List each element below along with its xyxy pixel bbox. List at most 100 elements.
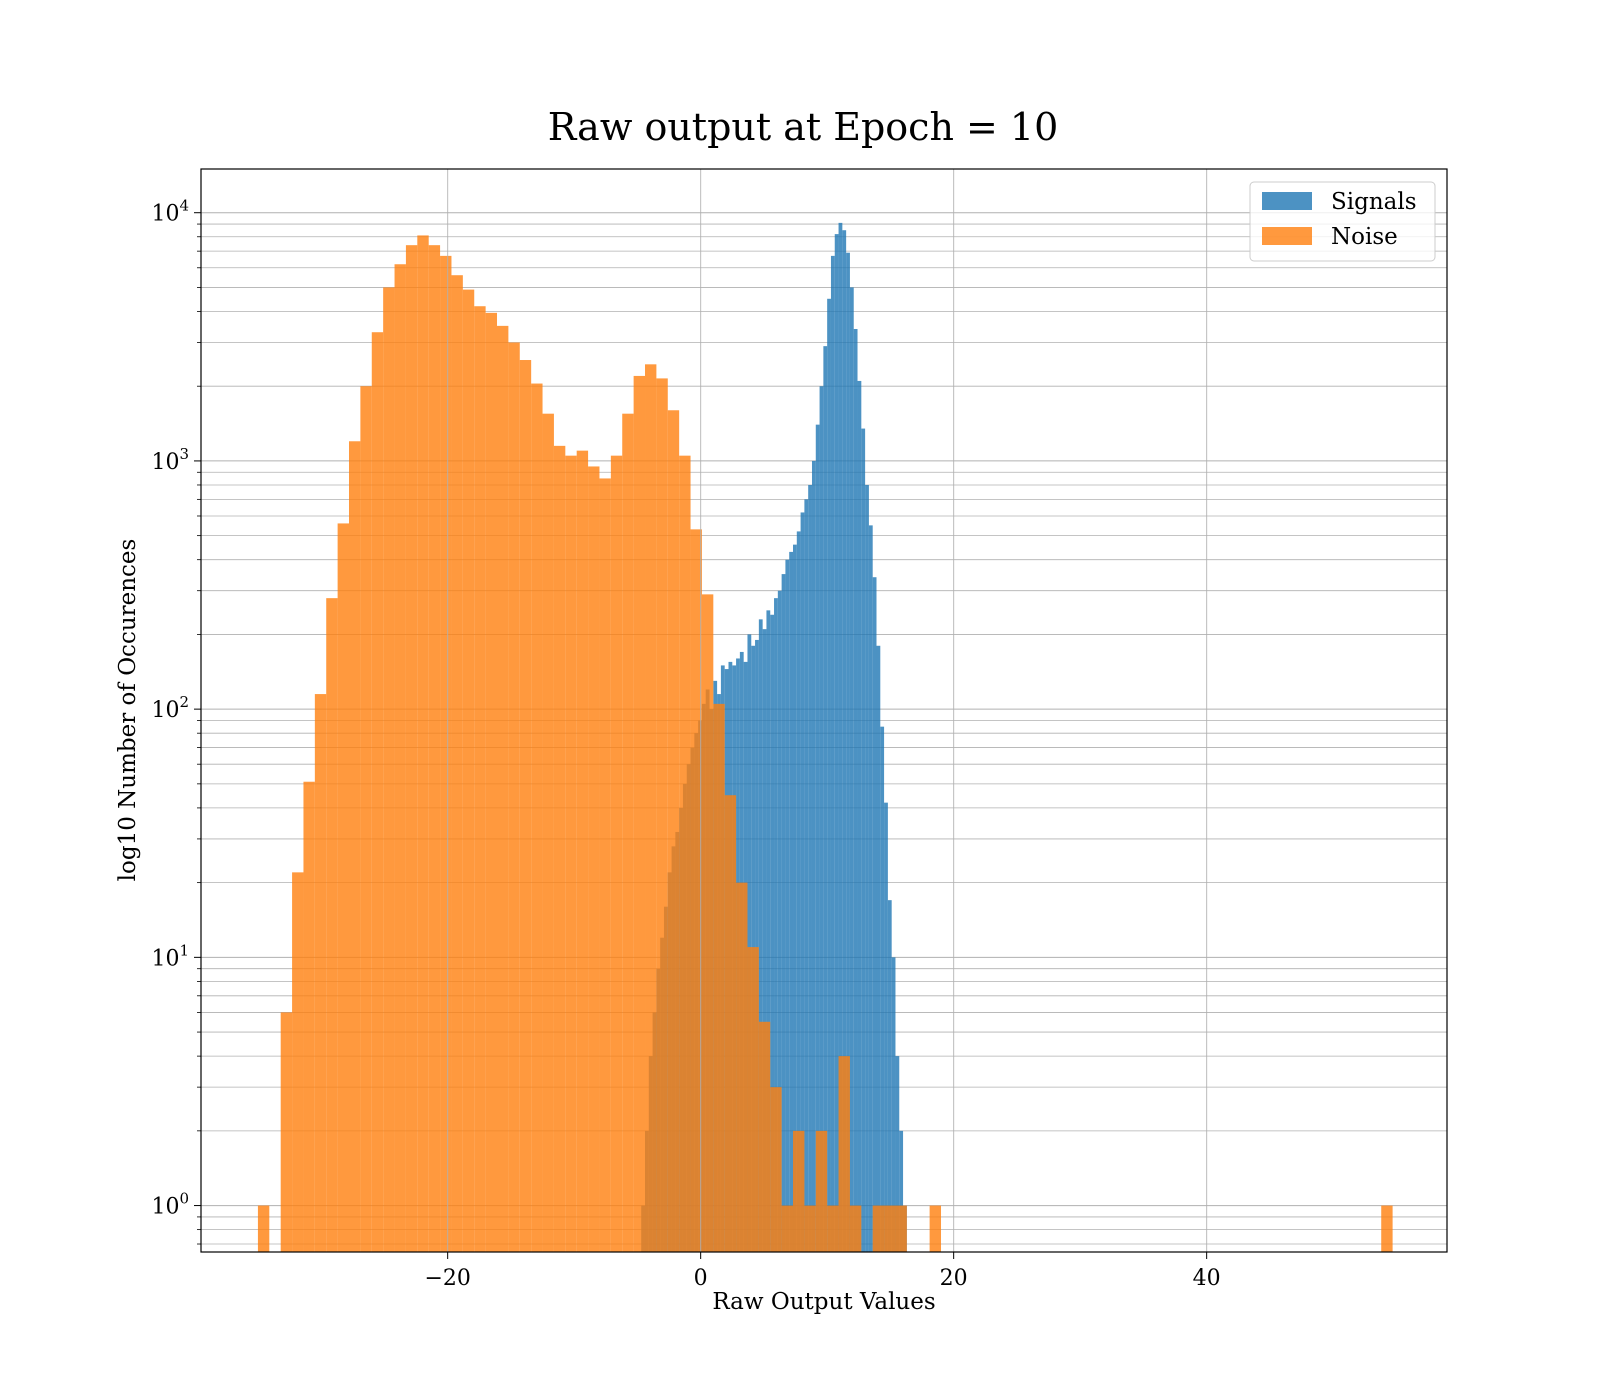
histogram-bar [804, 1205, 816, 1252]
histogram-bar [303, 781, 315, 1252]
histogram-bar [793, 1130, 805, 1252]
vertical-gridlines [447, 169, 1208, 1252]
histogram-bar [599, 478, 611, 1252]
histogram-bar [857, 380, 862, 1252]
histogram-bar [736, 882, 748, 1252]
histogram-bar [713, 703, 725, 1252]
histogram-bar [383, 287, 395, 1252]
histogram-bar [872, 1205, 885, 1252]
histogram-bar [899, 1130, 904, 1252]
histogram-bar [827, 1205, 839, 1252]
x-tick-label: 20 [940, 1266, 968, 1291]
histogram-bar [451, 275, 463, 1252]
histogram-bar [371, 332, 384, 1252]
histogram-bar [755, 639, 759, 1252]
y-axis-label: log10 Number of Occurences [115, 539, 141, 882]
histogram-bar [519, 360, 532, 1252]
histogram-bar [531, 383, 543, 1252]
y-tick-label: 101 [151, 941, 189, 971]
legend-swatch-noise [1262, 227, 1312, 245]
series-noise [257, 235, 1393, 1252]
y-tick-label: 100 [151, 1190, 189, 1220]
histogram-bar [610, 455, 623, 1252]
x-tick-label: 0 [694, 1266, 708, 1291]
histogram-bar [830, 255, 835, 1252]
histogram-bar [405, 245, 418, 1252]
y-tick-label: 102 [151, 693, 189, 723]
histogram-bar [690, 529, 702, 1252]
histogram-bar [793, 544, 797, 1252]
histogram-bar [679, 455, 691, 1252]
histogram-bar [645, 364, 657, 1252]
histogram-bar [872, 577, 877, 1252]
histogram-bar [394, 264, 406, 1252]
histogram-bar [747, 634, 752, 1252]
histogram-bar [895, 1205, 907, 1252]
legend-label-noise: Noise [1331, 224, 1398, 250]
histogram-bar [853, 329, 858, 1252]
histogram-bar [834, 234, 839, 1252]
histogram-bar [565, 455, 577, 1252]
histogram-bar [781, 1205, 794, 1252]
histogram-bar [758, 619, 763, 1252]
histogram-bar [887, 900, 892, 1252]
histogram-bar [849, 1205, 862, 1252]
histogram-bar [884, 802, 888, 1252]
x-tick-label: −20 [424, 1266, 470, 1291]
histogram-bar [257, 1205, 270, 1252]
histogram-bar [701, 594, 714, 1252]
histogram-bar [770, 1087, 782, 1252]
histogram-bar [758, 1021, 771, 1252]
histogram-bar [868, 525, 873, 1252]
histogram-bar [633, 375, 646, 1252]
histogram-bar [785, 559, 790, 1252]
histogram-bar [497, 325, 509, 1252]
histogram-bar [808, 484, 812, 1252]
histogram-bar [576, 450, 589, 1252]
histogram-bars [257, 222, 1393, 1252]
y-tick-label: 103 [151, 445, 189, 475]
histogram-bar [929, 1205, 942, 1252]
histogram-bar [292, 872, 304, 1252]
histogram-bar [876, 645, 881, 1252]
histogram-bar [774, 598, 778, 1252]
histogram-bar [849, 287, 854, 1252]
x-axis-ticks: −20 0 20 40 [424, 1252, 1221, 1291]
histogram-bar [884, 1205, 896, 1252]
histogram-bar [789, 551, 794, 1252]
histogram-bar [891, 957, 896, 1252]
histogram-bar [622, 413, 634, 1252]
legend-label-signals: Signals [1331, 189, 1417, 215]
histogram-bar [796, 531, 801, 1252]
histogram-bar [508, 342, 520, 1252]
histogram-bar [865, 484, 869, 1252]
histogram-bar [349, 441, 361, 1252]
histogram-bar [827, 298, 831, 1252]
histogram-bar [842, 230, 847, 1252]
histogram-bar [280, 1012, 293, 1252]
histogram-bar [781, 574, 786, 1252]
histogram-bar [337, 523, 350, 1252]
x-tick-label: 40 [1193, 1266, 1221, 1291]
histogram-bar [846, 252, 850, 1252]
histogram-bar [314, 694, 327, 1252]
histogram-bar [777, 590, 782, 1252]
chart-title: Raw output at Epoch = 10 [548, 105, 1059, 149]
legend-swatch-signals [1262, 192, 1312, 210]
histogram-bar [326, 598, 338, 1252]
histogram-bar [762, 629, 767, 1252]
histogram-bar [838, 222, 843, 1252]
y-tick-label: 104 [151, 197, 189, 227]
histogram-bar [838, 1056, 850, 1252]
histogram-bar [815, 424, 820, 1252]
histogram-bar [724, 795, 737, 1252]
histogram-bar [462, 289, 475, 1252]
histogram-bar [440, 255, 452, 1252]
histogram-bar [1381, 1205, 1393, 1252]
histogram-bar [360, 386, 372, 1252]
histogram-bar [485, 312, 498, 1252]
histogram-bar [819, 386, 824, 1252]
histogram-bar [895, 1056, 900, 1252]
histogram-bar [667, 410, 680, 1252]
